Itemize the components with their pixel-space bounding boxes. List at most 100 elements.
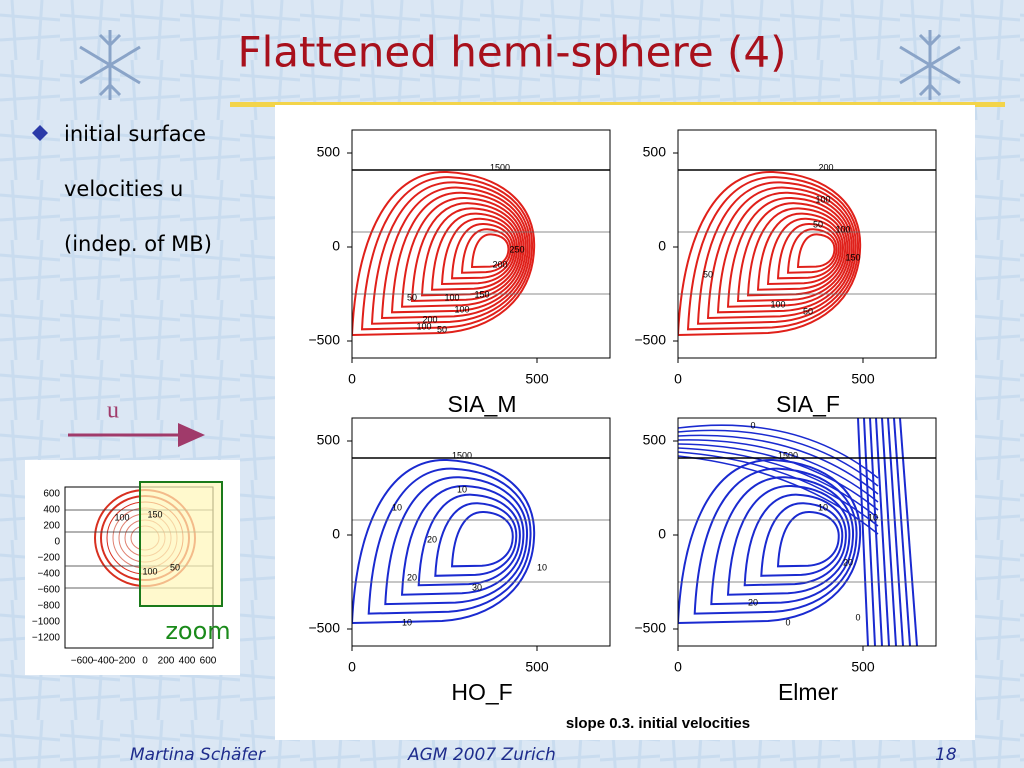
contour-label: 10	[537, 562, 547, 572]
contour-label: 150	[474, 289, 489, 299]
contour-line	[796, 233, 836, 269]
x-tick-label: 0	[348, 659, 356, 675]
inset-x-tick-label: 400	[179, 656, 196, 667]
contour-line	[434, 502, 518, 577]
contour-line	[360, 176, 533, 331]
contour-line	[736, 202, 849, 303]
contour-label: 1500	[490, 162, 510, 172]
contour-line	[710, 476, 854, 606]
contour-line	[716, 191, 853, 314]
contour-line	[460, 228, 512, 274]
inset-x-tick-label: 200	[158, 656, 175, 667]
contour-line	[678, 458, 862, 625]
contour-label: 200	[492, 259, 507, 269]
contour-label: 1500	[452, 450, 472, 460]
contour-line	[899, 418, 918, 646]
contour-line	[678, 447, 879, 519]
inset-y-tick-label: 0	[54, 537, 60, 548]
panel-title: SIA_M	[447, 391, 516, 417]
contour-line	[410, 202, 523, 303]
contour-line	[678, 443, 879, 511]
x-tick-label: 500	[525, 371, 549, 387]
contour-line	[760, 502, 844, 577]
contour-line	[352, 170, 536, 337]
contour-line	[384, 476, 528, 606]
contour-line	[766, 217, 842, 286]
contour-line	[678, 455, 879, 535]
contour-label: 20	[427, 534, 437, 544]
contour-label: 20	[748, 597, 758, 607]
inset-y-tick-label: −200	[37, 553, 60, 564]
x-tick-label: 0	[674, 371, 682, 387]
contour-line	[881, 418, 897, 646]
contour-label: 100	[416, 321, 431, 331]
contour-label: 50	[437, 324, 447, 334]
panel: 500 0 −500 0 500 0 1500 10 20 10 20 0 0 Elmer	[634, 417, 937, 705]
contours	[352, 170, 536, 337]
contour-label: 1500	[778, 450, 798, 460]
contour-label: 10	[457, 484, 467, 494]
contour-line	[743, 493, 847, 587]
footer-page: 18	[935, 745, 957, 765]
contour-label: 0	[750, 420, 755, 430]
contour-line	[380, 186, 529, 320]
zoom-box	[139, 481, 223, 607]
contour-line	[887, 418, 904, 646]
x-tick-label: 500	[525, 659, 549, 675]
x-tick-label: 500	[851, 371, 875, 387]
slide-title: Flattened hemi-sphere (4)	[237, 28, 786, 77]
contour-line	[420, 207, 521, 297]
panel: 500 0 −500 0 500 1500 10 10 20 20 30 10 10 HO_F	[308, 417, 611, 705]
y-tick-label: 500	[643, 144, 667, 160]
footer-author: Martina Schäfer	[130, 745, 266, 765]
contour-line	[686, 176, 859, 331]
y-tick-label: 0	[658, 238, 666, 254]
contour-label: 100	[444, 292, 459, 302]
contour-label: 100	[815, 194, 830, 204]
inset-contour-label: 150	[147, 509, 162, 519]
contour-label: 100	[454, 304, 469, 314]
contours	[678, 418, 918, 646]
y-tick-label: 500	[643, 432, 667, 448]
contour-line	[857, 418, 869, 646]
x-tick-label: 0	[348, 371, 356, 387]
contour-line	[678, 429, 879, 487]
contour-line	[706, 186, 855, 320]
panel-title: SIA_F	[776, 391, 840, 417]
y-tick-label: 500	[317, 144, 341, 160]
contour-label: 10	[402, 617, 412, 627]
panel-frame	[677, 417, 937, 647]
contour-line	[696, 181, 857, 325]
y-tick-label: 500	[317, 432, 341, 448]
inset-x-tick-label: −400	[92, 656, 115, 667]
panel-frame	[351, 129, 611, 359]
y-tick-label: −500	[634, 332, 666, 348]
inset-x-tick-label: 600	[200, 656, 217, 667]
y-tick-label: 0	[332, 526, 340, 542]
inset-y-tick-label: −400	[37, 569, 60, 580]
contour-line	[756, 212, 844, 291]
snowflake-right	[899, 30, 961, 100]
contour-line	[678, 170, 862, 337]
contour-line	[370, 181, 531, 325]
contour-label: 100	[835, 224, 850, 234]
contour-label: 0	[785, 617, 790, 627]
inset-y-tick-label: 200	[43, 521, 60, 532]
inset-y-tick-label: −1000	[32, 617, 61, 628]
contours	[678, 170, 862, 337]
inset-y-tick-label: −600	[37, 585, 60, 596]
contour-label: 100	[770, 299, 785, 309]
contour-label: 10	[818, 502, 828, 512]
x-tick-label: 500	[851, 659, 875, 675]
contour-line	[863, 418, 876, 646]
panel-frame	[677, 129, 937, 359]
bullet-icon	[32, 125, 48, 141]
y-tick-label: −500	[634, 620, 666, 636]
contour-line	[417, 493, 521, 587]
inset-y-tick-label: 600	[43, 489, 60, 500]
contour-line	[893, 418, 911, 646]
contour-line	[746, 207, 847, 297]
contour-line	[678, 424, 879, 479]
